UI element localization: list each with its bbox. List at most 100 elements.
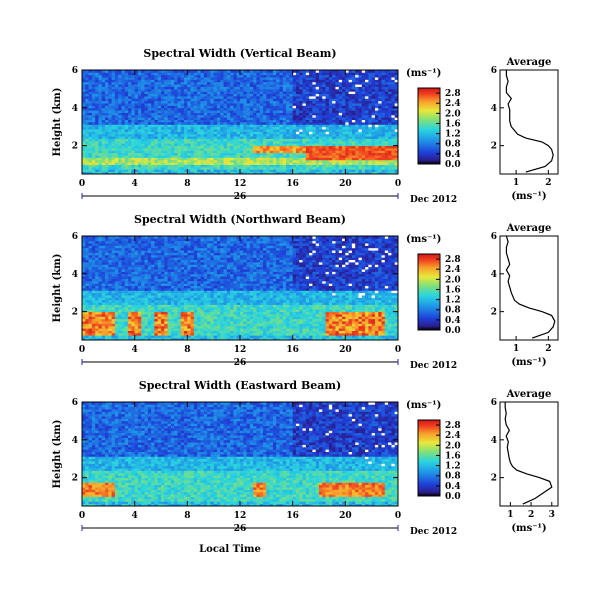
heatmap-cell [332,114,336,118]
heatmap-cell [374,110,379,113]
heatmap-cell [131,325,136,329]
heatmap-cell [335,143,340,147]
heatmap-cell [108,133,113,137]
heatmap-cell [256,126,261,130]
heatmap-cell [246,105,251,109]
heatmap-cell [345,103,350,106]
heatmap-cell [177,98,182,102]
heatmap-cell [114,124,119,128]
heatmap-cell [177,171,182,175]
heatmap-cell [161,77,165,80]
heatmap-cell [85,311,89,315]
heatmap-cell [249,129,254,132]
heatmap-cell [295,100,300,104]
heatmap-cell [309,114,313,118]
heatmap-cell [144,155,149,158]
heatmap-cell [210,100,215,104]
heatmap-cell [101,299,106,303]
heatmap-cell [236,133,241,137]
heatmap-cell [131,166,136,170]
heatmap-cell [124,240,129,244]
heatmap-cell [384,169,389,173]
heatmap-cell [111,110,116,113]
heatmap-cell [286,138,290,142]
heatmap-cell [121,145,126,149]
heatmap-cell [85,285,89,289]
heatmap-cell [282,136,287,139]
heatmap-cell [177,159,182,163]
heatmap-cell [240,107,244,111]
heatmap-cell [121,283,126,287]
heatmap-cell [328,166,333,170]
heatmap-cell [279,140,284,144]
heatmap-cell [128,70,132,73]
heatmap-cell [371,93,376,97]
heatmap-cell [200,91,205,95]
heatmap-cell [131,257,136,261]
heatmap-cell [249,169,254,173]
heatmap-cell [299,157,303,161]
heatmap-cell [111,240,116,244]
heatmap-cell [309,110,313,113]
heatmap-cell [101,273,106,277]
heatmap-cell [124,238,129,242]
heatmap-cell [256,124,261,128]
heatmap-cell [174,140,178,144]
heatmap-cell [279,79,284,83]
heatmap-cell [292,152,297,156]
heatmap-cell [371,143,376,147]
heatmap-cell [226,93,231,97]
heatmap-cell [342,148,346,151]
heatmap-cell [114,136,119,139]
heatmap-cell [279,126,284,130]
heatmap-cell [121,290,126,294]
heatmap-cell [305,169,310,173]
heatmap-cell [131,79,136,83]
heatmap-cell [111,107,116,111]
heatmap-cell [118,325,122,329]
heatmap-cell [197,129,201,132]
heatmap-cell [230,133,234,137]
heatmap-cell [240,140,244,144]
heatmap-cell [266,98,271,102]
heatmap-cell [256,74,261,78]
heatmap-cell [348,152,353,156]
heatmap-cell [216,150,221,154]
heatmap-cell [151,143,155,147]
heatmap-cell [85,240,89,244]
heatmap-cell [269,124,274,128]
heatmap-cell [253,93,257,97]
heatmap-cell [223,140,228,144]
heatmap-cell [114,245,119,249]
heatmap-cell [348,79,353,83]
heatmap-cell [105,304,109,308]
heatmap-cell [312,84,317,87]
heatmap-cell [210,171,215,175]
heatmap-cell [384,72,389,76]
heatmap-cell [91,311,96,315]
heatmap-cell [391,131,396,135]
heatmap-cell [295,169,300,173]
heatmap-cell [243,136,247,139]
heatmap-cell [276,136,280,139]
heatmap-cell [309,129,313,132]
heatmap-cell [105,148,109,151]
heatmap-cell [121,84,126,87]
heatmap-cell [378,131,382,135]
heatmap-cell [82,325,86,329]
heatmap-cell [394,77,399,80]
heatmap-cell [85,114,89,118]
heatmap-cell [345,74,350,78]
heatmap-cell [91,283,96,287]
heatmap-cell [263,100,267,104]
heatmap-cell [147,74,152,78]
heatmap-cell [256,91,261,95]
heatmap-cell [335,133,340,137]
heatmap-cell [338,103,343,106]
heatmap-cell [240,70,244,73]
heatmap-cell [391,159,396,163]
heatmap-cell [91,143,96,147]
heatmap-cell [98,86,103,90]
heatmap-cell [358,96,363,99]
heatmap-cell [105,290,109,294]
